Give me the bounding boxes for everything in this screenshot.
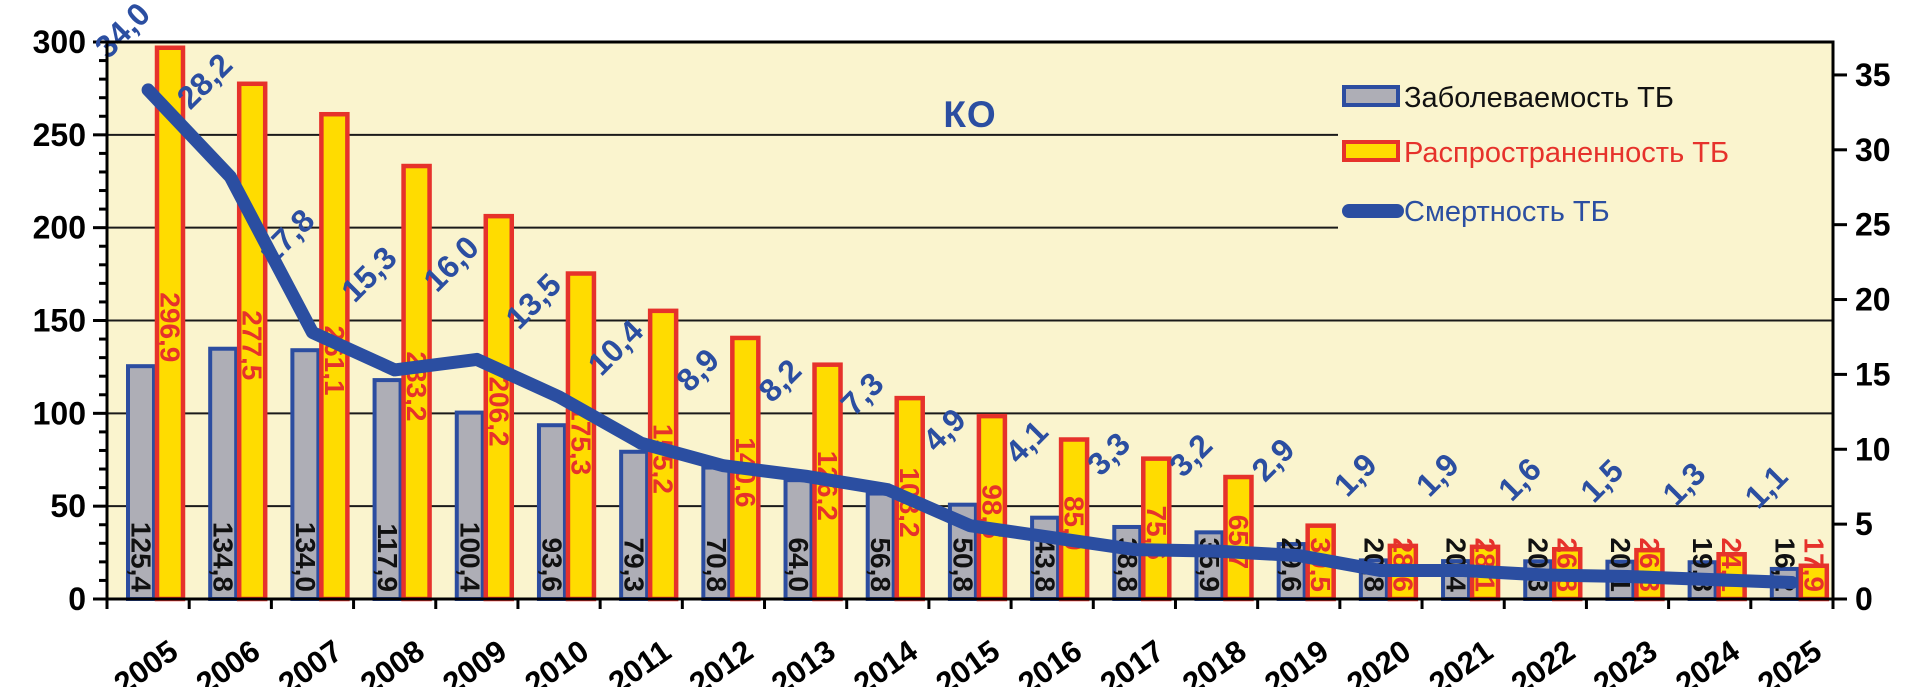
year-label-2024: 2024: [1669, 633, 1746, 687]
value-label-incidence-2006: 134,8: [208, 522, 239, 592]
year-label-2023: 2023: [1587, 633, 1664, 687]
year-label-2015: 2015: [929, 633, 1006, 687]
legend-label-mortality: Смертность ТБ: [1404, 196, 1610, 228]
chart-title: КО: [943, 94, 997, 135]
value-label-incidence-2009: 100,4: [454, 522, 485, 592]
left-axis-label: 50: [50, 488, 86, 524]
value-label-incidence-2008: 117,9: [372, 523, 403, 592]
value-label-prevalence-2006: 277,5: [237, 310, 268, 380]
left-axis-label: 250: [33, 117, 86, 153]
year-label-2009: 2009: [436, 633, 513, 687]
left-axis-label: 0: [68, 581, 86, 617]
year-label-2011: 2011: [602, 633, 677, 687]
plot-border: [105, 40, 1835, 601]
value-label-incidence-2022: 20,3: [1523, 538, 1554, 593]
year-label-2020: 2020: [1340, 633, 1417, 687]
left-axis-label: 100: [33, 395, 86, 431]
year-label-2025: 2025: [1751, 633, 1828, 687]
bar-incidence-2018: [1194, 530, 1225, 601]
legend-swatch-incidence-icon: [1342, 85, 1400, 107]
legend-label-prevalence: Распространенность ТБ: [1404, 137, 1730, 169]
left-axis-label: 200: [33, 210, 86, 246]
left-axis-label: 150: [33, 303, 86, 339]
right-axis-label: 5: [1855, 506, 1873, 542]
year-label-2017: 2017: [1094, 633, 1171, 687]
value-label-incidence-2007: 134,0: [290, 522, 321, 592]
value-label-incidence-2015: 50,8: [947, 538, 978, 593]
legend-swatch-prevalence-icon: [1342, 140, 1400, 162]
value-label-incidence-2014: 56,8: [865, 538, 896, 593]
year-label-2007: 2007: [272, 633, 349, 687]
year-label-2013: 2013: [765, 633, 842, 687]
left-axis-label: 300: [33, 24, 86, 60]
year-label-2010: 2010: [518, 633, 595, 687]
right-axis-label: 0: [1855, 581, 1873, 617]
year-label-2018: 2018: [1176, 633, 1253, 687]
bar-incidence-2008: [372, 378, 403, 601]
bar-incidence-2014: [865, 491, 896, 601]
right-axis-label: 10: [1855, 431, 1891, 467]
value-label-incidence-2023: 20,1: [1605, 538, 1636, 593]
year-label-2016: 2016: [1012, 633, 1089, 687]
year-label-2005: 2005: [108, 633, 185, 687]
value-label-prevalence-2025: 17,9: [1798, 538, 1829, 593]
right-axis-label: 35: [1855, 57, 1891, 93]
value-label-incidence-2012: 70,8: [701, 538, 732, 593]
value-label-prevalence-2018: 65,7: [1223, 515, 1254, 570]
bar-prevalence-2006: [236, 81, 268, 602]
year-label-2008: 2008: [354, 633, 431, 687]
legend-swatch-mortality-icon: [1342, 204, 1404, 218]
value-label-incidence-2013: 64,0: [783, 538, 814, 593]
year-label-2021: 2021: [1423, 633, 1500, 687]
bar-incidence-2007: [290, 348, 321, 601]
bar-prevalence-2005: [154, 45, 186, 602]
value-label-prevalence-2005: 296,9: [155, 292, 186, 362]
mortality-line: [141, 83, 1799, 590]
right-axis-label: 15: [1855, 356, 1891, 392]
right-axis-label: 30: [1855, 132, 1891, 168]
value-label-prevalence-2022: 26,8: [1552, 538, 1583, 593]
legend-background: [1338, 58, 1832, 238]
value-label-incidence-2010: 93,6: [536, 538, 567, 593]
value-label-prevalence-2011: 155,2: [648, 424, 679, 494]
value-label-incidence-2016: 43,8: [1030, 538, 1061, 593]
year-label-2019: 2019: [1258, 633, 1335, 687]
bar-incidence-2009: [454, 410, 485, 601]
year-label-2022: 2022: [1505, 633, 1582, 687]
value-label-incidence-2011: 79,3: [619, 538, 650, 593]
year-label-2012: 2012: [683, 633, 760, 687]
value-label-prevalence-2009: 206,2: [483, 376, 514, 446]
value-label-incidence-2019: 29,6: [1276, 538, 1307, 593]
legend-label-incidence: Заболеваемость ТБ: [1404, 82, 1674, 114]
right-axis-label: 25: [1855, 207, 1891, 243]
value-label-incidence-2005: 125,4: [126, 522, 157, 592]
right-axis-label: 20: [1855, 282, 1891, 318]
year-label-2006: 2006: [190, 633, 267, 687]
year-label-2014: 2014: [847, 633, 924, 687]
